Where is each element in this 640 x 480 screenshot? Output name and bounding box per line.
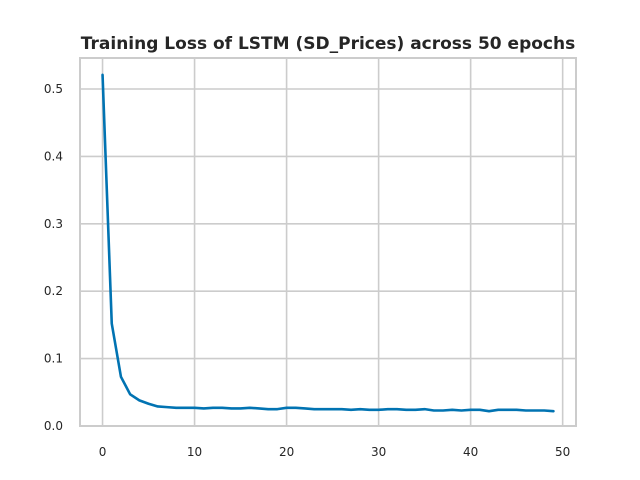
y-tick-label: 0.1 [44,352,63,366]
plot-frame [79,57,577,427]
loss-line [101,73,555,413]
y-tick-label: 0.0 [44,419,63,433]
grid [80,58,576,427]
x-tick-label: 0 [99,445,107,459]
x-tick-label: 40 [463,445,478,459]
x-tick-label: 50 [555,445,570,459]
tick-labels: 0 10 20 30 40 50 0.0 0.1 0.2 0.3 0.4 0.5 [44,82,570,459]
x-tick-label: 30 [371,445,386,459]
series [101,73,555,413]
x-tick-label: 20 [279,445,294,459]
x-tick-label: 10 [187,445,202,459]
y-tick-label: 0.4 [44,149,63,163]
y-tick-label: 0.2 [44,284,63,298]
y-tick-label: 0.5 [44,82,63,96]
y-tick-label: 0.3 [44,217,63,231]
chart-title: Training Loss of LSTM (SD_Prices) across… [81,34,575,54]
